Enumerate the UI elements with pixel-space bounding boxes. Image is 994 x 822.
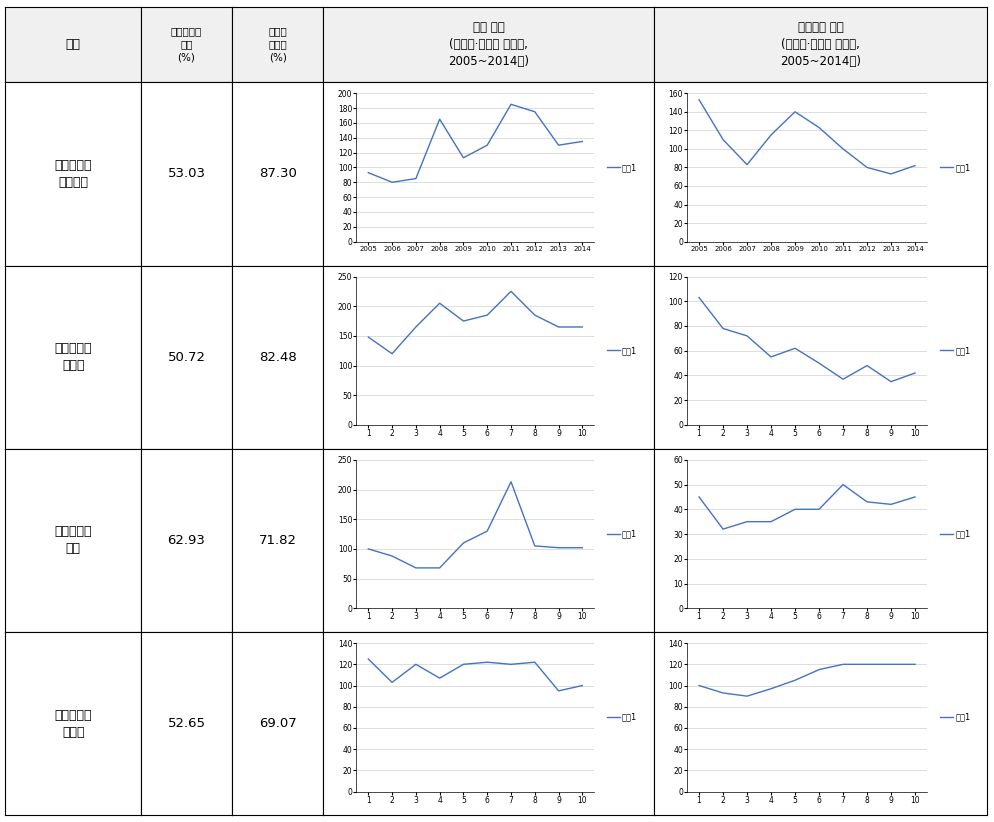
Text: 노후건축물
비율
(%): 노후건축물 비율 (%) (171, 26, 202, 62)
Text: 87.30: 87.30 (258, 168, 296, 180)
Text: 신축 추세
(주거용·상업용 건축물,
2005~2014년): 신축 추세 (주거용·상업용 건축물, 2005~2014년) (447, 21, 529, 68)
Text: 50.72: 50.72 (167, 351, 206, 363)
Text: 62.93: 62.93 (167, 534, 206, 547)
Legend: 계열1: 계열1 (936, 526, 973, 542)
Text: 용적률
충당률
(%): 용적률 충당률 (%) (268, 26, 286, 62)
Text: 서울특별시
종로구: 서울특별시 종로구 (55, 709, 91, 739)
Legend: 계열1: 계열1 (936, 343, 973, 358)
Text: 71.82: 71.82 (258, 534, 296, 547)
Text: 52.65: 52.65 (167, 718, 206, 730)
Legend: 계열1: 계열1 (603, 159, 640, 175)
Legend: 계열1: 계열1 (936, 709, 973, 725)
Text: 서울특별시
성북구: 서울특별시 성북구 (55, 342, 91, 372)
Text: 서울특별시
동대문구: 서울특별시 동대문구 (55, 159, 91, 189)
Text: 53.03: 53.03 (167, 168, 206, 180)
Text: 69.07: 69.07 (258, 718, 296, 730)
Text: 지역: 지역 (66, 38, 81, 51)
Text: 리모델링 추세
(주거용·상업용 건축물,
2005~2014년): 리모델링 추세 (주거용·상업용 건축물, 2005~2014년) (779, 21, 860, 68)
Legend: 계열1: 계열1 (603, 526, 640, 542)
Text: 82.48: 82.48 (258, 351, 296, 363)
Text: 부산광역시
남구: 부산광역시 남구 (55, 525, 91, 556)
Legend: 계열1: 계열1 (603, 343, 640, 358)
Legend: 계열1: 계열1 (603, 709, 640, 725)
Legend: 계열1: 계열1 (936, 159, 973, 175)
